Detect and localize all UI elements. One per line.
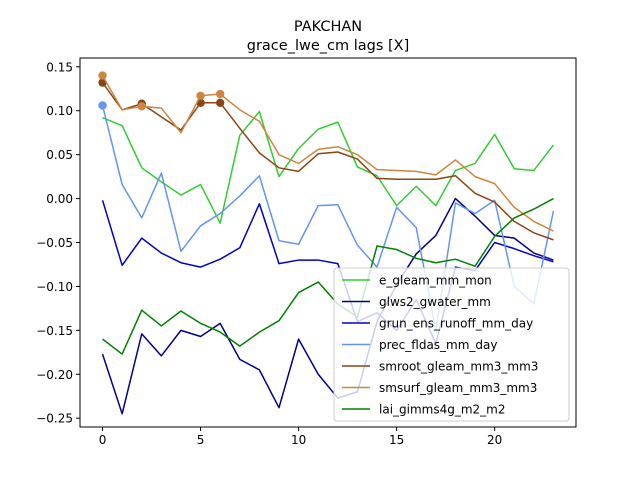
series-line-e_gleam_mm_mon [102,110,555,224]
legend-box [333,267,570,422]
series-line-prec_fldas_mm_day [101,105,555,332]
series-marker-smsurf_gleam_mm3_mm3 [196,91,205,100]
chart-title: PAKCHAN [294,19,362,35]
y-tick-label: 0.05 [46,148,73,162]
y-tick-label: −0.05 [36,236,73,250]
legend-label: lai_gimms4g_m2_m2 [379,403,506,417]
legend-label: e_gleam_mm_mon [379,274,492,288]
series-line-grun_ens_runoff_mm_day [101,200,554,345]
legend-label: smroot_gleam_mm3_mm3 [379,360,538,374]
plot-area: 0 5 10 15 20 0.15 0.10 0.05 0.00 −0.05 −0.10 −0.15 −… [36,60,555,447]
legend: e_gleam_mm_mon glws2_gwater_mm grun_ens_ru… [333,267,570,422]
series-line-smsurf_gleam_mm3_mm3 [101,75,554,232]
series-marker-smsurf_gleam_mm3_mm3 [98,71,107,80]
x-tick-label: 20 [487,433,502,447]
legend-label: glws2_gwater_mm [379,295,491,309]
series-marker-prec_fldas_mm_day [98,101,107,110]
legend-label: grun_ens_runoff_mm_day [379,317,533,331]
y-tick-label: −0.25 [36,412,73,426]
x-tick-label: 10 [291,433,306,447]
x-tick-label: 15 [389,433,404,447]
legend-label: smsurf_gleam_mm3_mm3 [379,381,537,395]
y-tick-label: 0.15 [46,60,73,74]
series-marker-smsurf_gleam_mm3_mm3 [137,102,146,111]
y-tick-label: −0.10 [36,280,73,294]
series-line-lai_gimms4g_m2_m2 [102,197,554,355]
axes-frame [79,57,577,428]
y-tick-label: 0.00 [46,192,73,206]
chart-subtitle: grace_lwe_cm lags [X] [247,38,410,54]
series-line-glws2_gwater_mm [101,197,554,415]
y-tick-label: 0.10 [46,104,73,118]
x-tick-label: 5 [197,433,205,447]
legend-label: prec_fldas_mm_day [379,338,498,352]
x-tick-label: 0 [99,433,107,447]
series-marker-smsurf_gleam_mm3_mm3 [215,89,225,99]
y-tick-label: −0.20 [36,368,73,382]
y-tick-label: −0.15 [36,324,73,338]
series-marker-smroot_gleam_mm3_mm3 [215,98,225,108]
